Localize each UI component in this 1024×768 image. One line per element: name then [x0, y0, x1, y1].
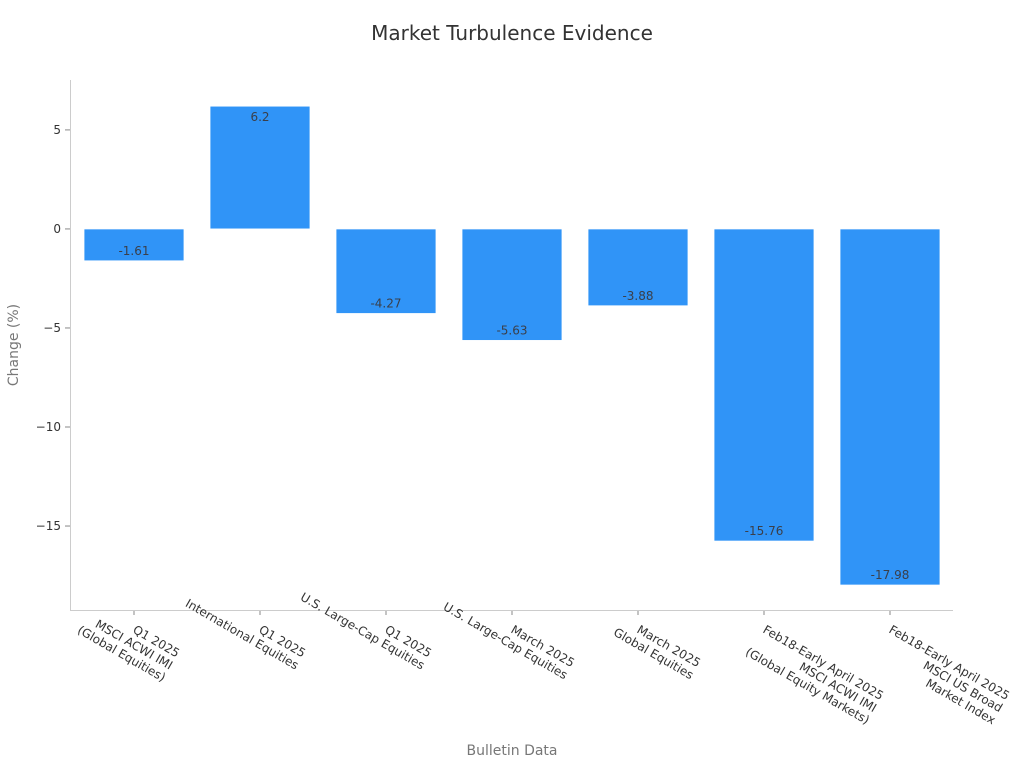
bar [209, 105, 311, 230]
y-tick-label: −10 [36, 420, 61, 434]
y-axis-label: Change (%) [6, 304, 22, 386]
x-axis-label: Bulletin Data [467, 743, 558, 759]
x-tick-label-line: U.S. Large-Cap Equities [441, 600, 570, 683]
bar [587, 228, 689, 307]
bar [713, 228, 815, 542]
x-tick-label-line: U.S. Large-Cap Equities [298, 590, 427, 673]
bar-value-label: -1.61 [118, 244, 149, 258]
y-tick-label: −15 [36, 519, 61, 533]
bars: -1.61 6.2 -4.27 -5.63 -3.88 -15.76 -17.98 [83, 105, 941, 586]
chart-title: Market Turbulence Evidence [371, 21, 653, 45]
bar-value-label: -5.63 [496, 323, 527, 337]
bar-value-label: -15.76 [745, 524, 784, 538]
bar-value-label: -4.27 [370, 297, 401, 311]
bar-value-label: -3.88 [622, 289, 653, 303]
bar-value-label: 6.2 [250, 110, 269, 124]
axes [70, 80, 953, 611]
bar [461, 228, 563, 341]
bar-value-label: -17.98 [871, 568, 910, 582]
bar [839, 228, 941, 586]
bar [335, 228, 437, 314]
y-tick-label: 0 [53, 222, 61, 236]
y-ticks: 5 0 −5 −10 −15 [36, 123, 70, 533]
bar [83, 228, 185, 262]
y-tick-label: 5 [53, 123, 61, 137]
y-tick-label: −5 [43, 321, 61, 335]
